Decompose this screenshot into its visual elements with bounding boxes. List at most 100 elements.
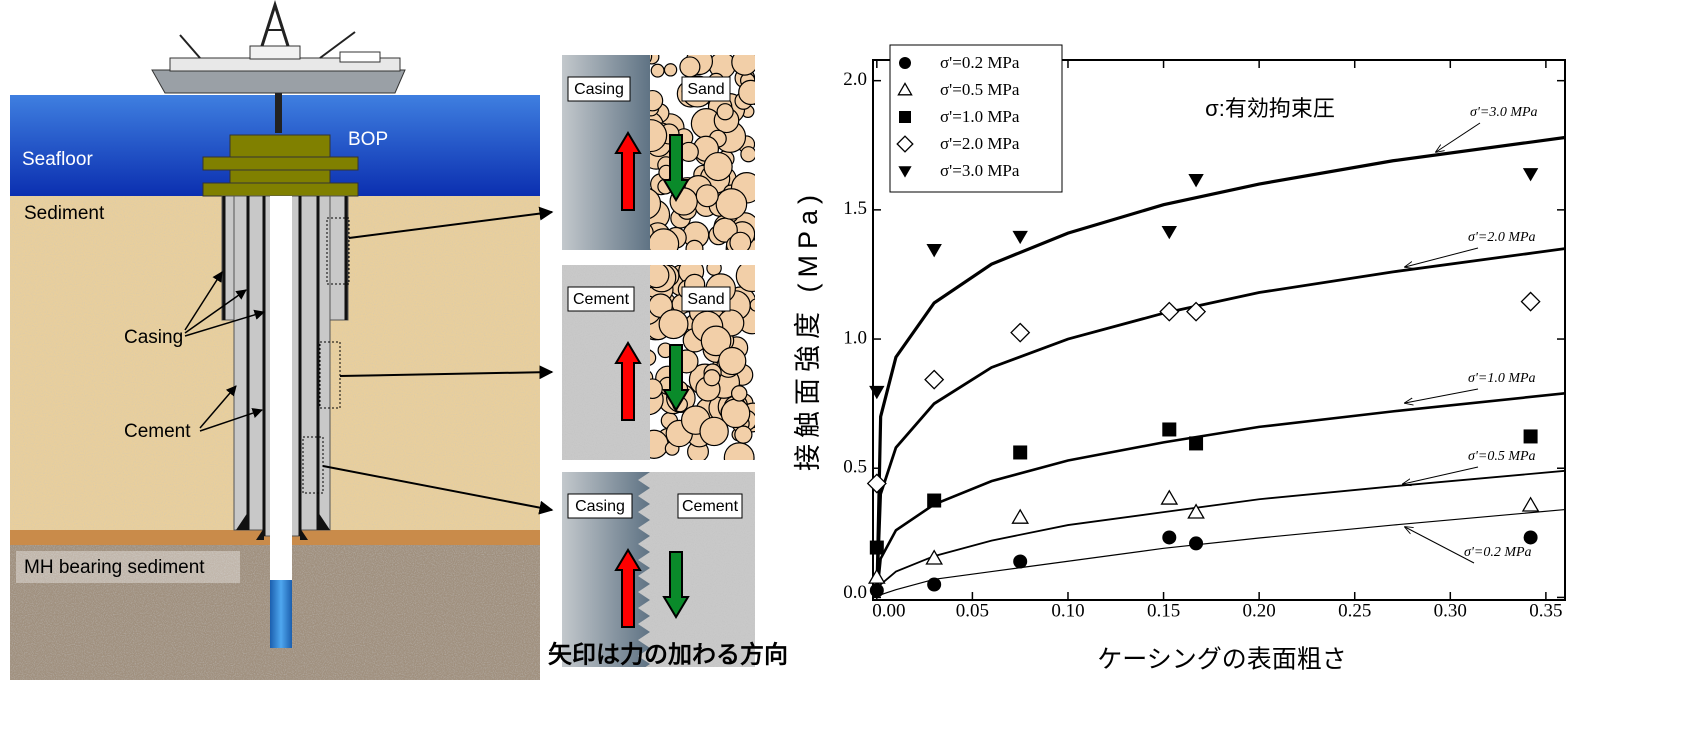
sand-grain <box>651 64 664 77</box>
sand-grain <box>649 229 679 259</box>
sand-grain <box>730 232 751 253</box>
panel-right-label: Sand <box>687 81 724 98</box>
marker <box>927 577 941 591</box>
marker <box>1160 303 1178 321</box>
x-tick-label: 0.00 <box>872 600 905 621</box>
fit-curve <box>877 471 1565 598</box>
sand-grain <box>724 443 754 473</box>
marker <box>1523 168 1538 181</box>
ship <box>152 5 405 93</box>
y-tick-label: 0.0 <box>843 582 867 603</box>
sand-grain <box>739 80 763 104</box>
marker <box>1189 536 1203 550</box>
casing-label: Casing <box>124 327 183 348</box>
bop-label: BOP <box>348 129 388 150</box>
mh-label: MH bearing sediment <box>24 557 205 578</box>
marker <box>925 371 943 389</box>
marker <box>1012 231 1027 244</box>
panel: Casing Sand <box>562 47 764 264</box>
sand-grain <box>732 49 758 75</box>
sand-grain <box>696 185 718 207</box>
sand-grain <box>750 299 762 311</box>
sand-grain <box>700 417 728 445</box>
curve-label-arrow <box>1405 389 1478 403</box>
curve-label: σ'=3.0 MPa <box>1470 105 1538 120</box>
sand-grain <box>732 386 747 401</box>
sand-grain <box>717 104 733 120</box>
sand-grain <box>686 240 703 257</box>
marker <box>1162 422 1176 436</box>
marker <box>1524 429 1538 443</box>
annotation: σ:有効拘束圧 <box>1205 96 1335 121</box>
well-diagram: Seafloor BOP Sediment Casing Cement MH b… <box>10 5 552 680</box>
x-tick-label: 0.20 <box>1243 600 1276 621</box>
marker <box>926 244 941 257</box>
fit-curve <box>877 138 1565 598</box>
sand-grain <box>736 261 767 292</box>
fit-curves <box>877 138 1565 598</box>
marker <box>1189 436 1203 450</box>
curve-label: σ'=0.2 MPa <box>1464 545 1532 560</box>
marker <box>869 386 884 399</box>
panel-right-label: Cement <box>682 498 739 515</box>
marker <box>1162 530 1176 544</box>
legend-label: σ'=2.0 MPa <box>940 134 1020 153</box>
sand-grain <box>704 370 720 386</box>
panel-left-label: Casing <box>575 498 625 515</box>
y-tick-label: 1.0 <box>843 327 867 348</box>
x-axis-title: ケーシングの表面粗さ <box>1097 646 1347 674</box>
curve-label-arrow <box>1436 123 1480 152</box>
x-tick-label: 0.25 <box>1338 600 1371 621</box>
x-tick-label: 0.10 <box>1051 600 1084 621</box>
marker <box>870 541 884 555</box>
x-tick-label: 0.30 <box>1434 600 1467 621</box>
riser <box>275 93 282 133</box>
sediment-label: Sediment <box>24 203 105 224</box>
sand-grain <box>707 261 721 275</box>
sand-grain <box>719 347 746 374</box>
sand-grain <box>716 189 746 219</box>
curve-label: σ'=2.0 MPa <box>1468 230 1536 245</box>
marker <box>1521 292 1539 310</box>
marker <box>1013 445 1027 459</box>
panel-left-label: Casing <box>574 81 624 98</box>
marker <box>870 583 884 597</box>
marker <box>1523 498 1538 511</box>
y-tick-label: 2.0 <box>843 69 867 90</box>
sand-grain <box>735 426 752 443</box>
sand-grain <box>704 153 732 181</box>
marker <box>1188 174 1203 187</box>
cement-label: Cement <box>124 421 191 442</box>
y-axis-title: 接触面強度 (MPa) <box>793 189 823 471</box>
fit-curve <box>877 249 1565 598</box>
sea-label: Seafloor <box>22 149 93 170</box>
caption: 矢印は力の加わる方向 <box>548 640 788 668</box>
legend-label: σ'=1.0 MPa <box>940 107 1020 126</box>
y-tick-label: 0.5 <box>843 457 867 478</box>
marker <box>869 570 884 583</box>
marker <box>1162 491 1177 504</box>
x-tick-label: 0.35 <box>1529 600 1562 621</box>
marker <box>1011 323 1029 341</box>
marker <box>1012 510 1027 523</box>
y-tick-label: 1.5 <box>843 198 867 219</box>
curve-label: σ'=1.0 MPa <box>1468 371 1536 386</box>
marker <box>1162 226 1177 239</box>
curve-label: σ'=0.5 MPa <box>1468 449 1536 464</box>
marker <box>1013 555 1027 569</box>
panel-left-label: Cement <box>573 291 630 308</box>
legend-label: σ'=0.2 MPa <box>940 53 1020 72</box>
page: Seafloor BOP Sediment Casing Cement MH b… <box>0 0 1691 732</box>
x-tick-label: 0.15 <box>1147 600 1180 621</box>
fit-curve <box>877 510 1565 598</box>
fit-curve <box>877 393 1565 597</box>
x-tick-label: 0.05 <box>956 600 989 621</box>
marker <box>899 57 911 69</box>
legend-label: σ'=3.0 MPa <box>940 161 1020 180</box>
sand-grain <box>680 57 700 77</box>
marker <box>927 494 941 508</box>
marker <box>1524 530 1538 544</box>
